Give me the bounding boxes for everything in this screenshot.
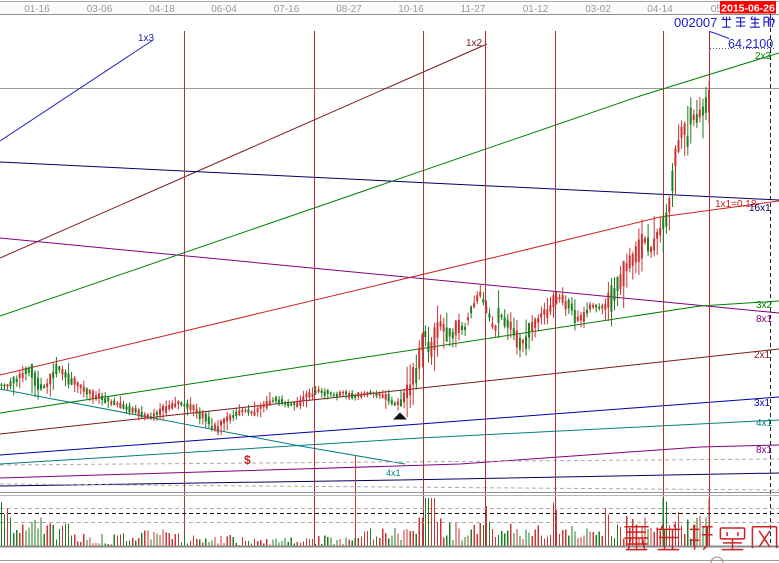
svg-text:1x1=0.18: 1x1=0.18 xyxy=(715,199,757,210)
svg-text:2x1: 2x1 xyxy=(754,350,771,361)
svg-text:03-02: 03-02 xyxy=(585,4,611,15)
svg-text:04-18: 04-18 xyxy=(149,4,175,15)
svg-text:3x2: 3x2 xyxy=(756,300,773,311)
svg-text:8x1: 8x1 xyxy=(756,314,773,325)
svg-text:$: $ xyxy=(244,453,251,467)
svg-text:002007: 002007 xyxy=(674,15,717,30)
svg-text:04-14: 04-14 xyxy=(647,4,673,15)
svg-text:8x1: 8x1 xyxy=(756,445,773,456)
svg-text:01-16: 01-16 xyxy=(24,4,50,15)
svg-text:4x1: 4x1 xyxy=(386,468,401,478)
svg-text:3x1: 3x1 xyxy=(754,398,771,409)
svg-text:1x2: 1x2 xyxy=(466,38,483,49)
svg-text:01-12: 01-12 xyxy=(523,4,549,15)
svg-text:4x1: 4x1 xyxy=(756,418,773,429)
svg-text:2x3: 2x3 xyxy=(755,51,772,62)
svg-text:03-06: 03-06 xyxy=(87,4,113,15)
svg-text:06-04: 06-04 xyxy=(211,4,237,15)
svg-text:11-27: 11-27 xyxy=(461,4,486,15)
svg-text:2015-06-26: 2015-06-26 xyxy=(721,3,775,15)
svg-text:08-27: 08-27 xyxy=(336,4,362,15)
svg-text:64.2100: 64.2100 xyxy=(728,37,773,51)
svg-text:10-16: 10-16 xyxy=(398,4,424,15)
svg-text:07-16: 07-16 xyxy=(274,4,300,15)
svg-text:1x3: 1x3 xyxy=(138,33,155,44)
svg-text:16x1: 16x1 xyxy=(749,203,771,214)
